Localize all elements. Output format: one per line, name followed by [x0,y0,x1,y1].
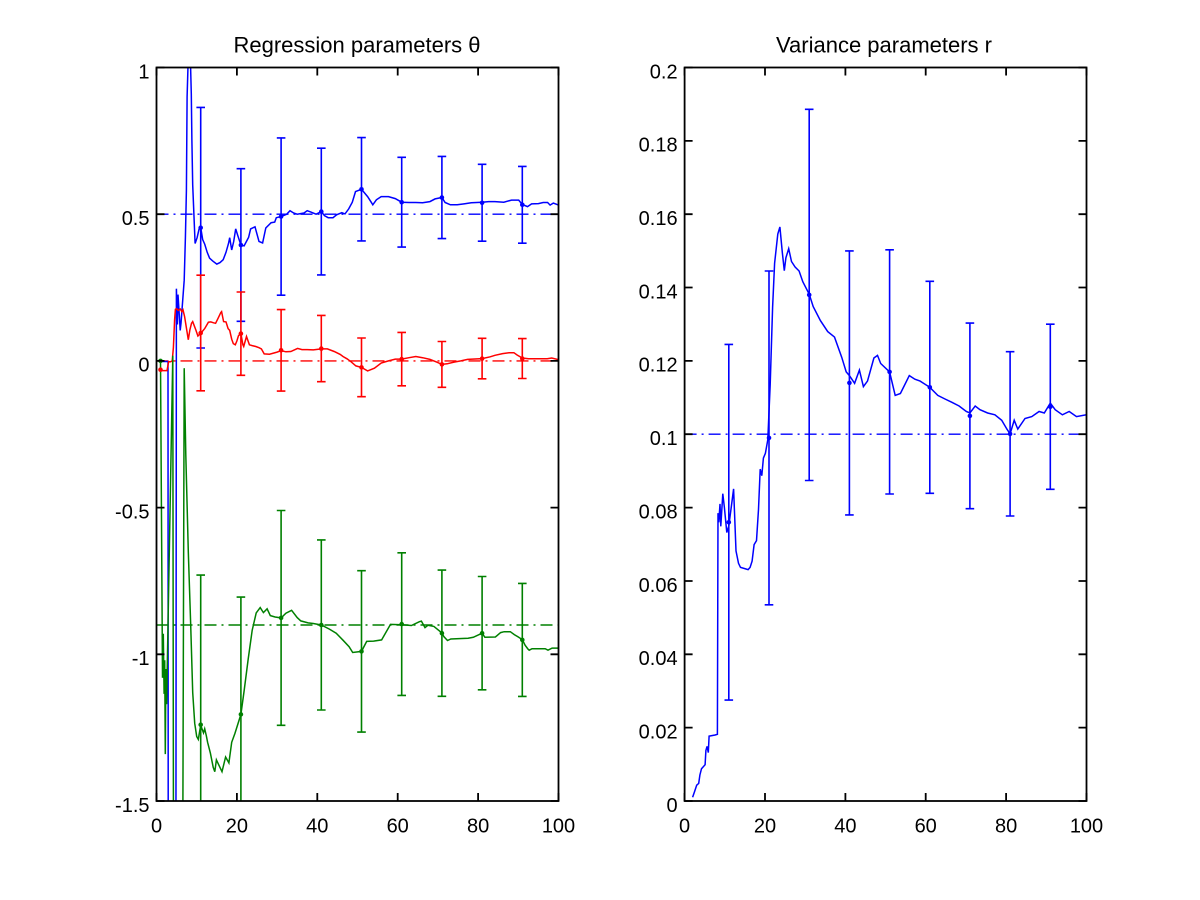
svg-text:80: 80 [467,816,489,838]
svg-text:0: 0 [666,795,677,817]
svg-text:40: 40 [834,816,856,838]
svg-text:Variance parameters r: Variance parameters r [776,33,992,58]
svg-text:0.14: 0.14 [639,281,678,303]
svg-text:0: 0 [151,816,162,838]
svg-text:0.5: 0.5 [122,208,150,230]
svg-text:0.08: 0.08 [639,501,678,523]
svg-text:-1.5: -1.5 [115,795,149,817]
svg-text:0.04: 0.04 [639,648,678,670]
svg-text:0: 0 [138,355,149,377]
svg-text:0.16: 0.16 [639,208,678,230]
svg-text:20: 20 [226,816,248,838]
svg-text:40: 40 [306,816,328,838]
svg-text:0.1: 0.1 [650,428,678,450]
svg-text:60: 60 [915,816,937,838]
svg-text:0.12: 0.12 [639,355,678,377]
svg-text:0.06: 0.06 [639,575,678,597]
svg-text:1: 1 [138,61,149,83]
svg-text:100: 100 [1070,816,1103,838]
svg-text:-1: -1 [132,648,150,670]
svg-text:20: 20 [754,816,776,838]
svg-text:0.02: 0.02 [639,721,678,743]
svg-text:-0.5: -0.5 [115,501,149,523]
svg-text:100: 100 [542,816,575,838]
svg-text:80: 80 [995,816,1017,838]
svg-text:60: 60 [387,816,409,838]
svg-text:0.2: 0.2 [650,61,678,83]
svg-text:0: 0 [679,816,690,838]
svg-text:0.18: 0.18 [639,135,678,157]
svg-text:Regression parameters θ: Regression parameters θ [233,33,480,58]
